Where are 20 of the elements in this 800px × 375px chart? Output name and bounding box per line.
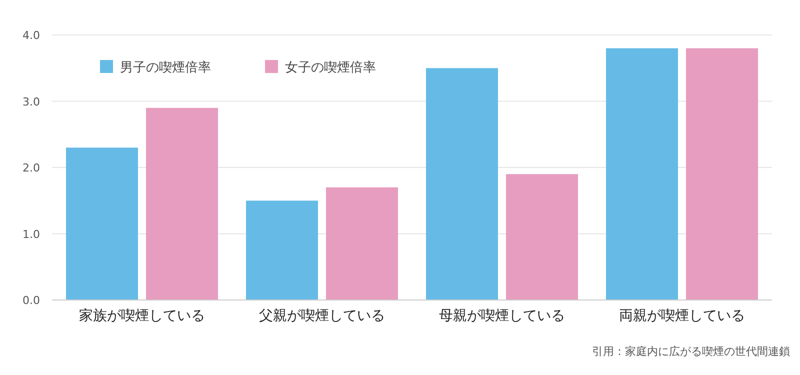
bar: [426, 68, 498, 300]
x-tick-label: 母親が喫煙している: [439, 308, 565, 324]
legend-label: 男子の喫煙倍率: [120, 60, 211, 76]
bar: [686, 48, 758, 300]
text: 引用：家庭内に広がる喫煙の世代間連鎖: [592, 345, 790, 358]
bar: [146, 108, 218, 300]
bar: [326, 187, 398, 300]
bar: [506, 174, 578, 300]
bar: [246, 200, 318, 300]
x-tick-label: 両親が喫煙している: [619, 308, 745, 324]
y-tick-label: 1.0: [22, 228, 40, 241]
y-tick-label: 4.0: [22, 29, 40, 42]
y-tick-label: 2.0: [22, 162, 40, 174]
bar: [606, 48, 678, 300]
bar: [66, 148, 138, 300]
x-tick-label: 父親が喫煙している: [259, 308, 385, 324]
x-tick-label: 家族が喫煙している: [79, 308, 205, 324]
y-tick-label: 3.0: [22, 95, 40, 108]
legend-label: 女子の喫煙倍率: [285, 60, 376, 76]
y-tick-label: 0.0: [22, 294, 40, 307]
